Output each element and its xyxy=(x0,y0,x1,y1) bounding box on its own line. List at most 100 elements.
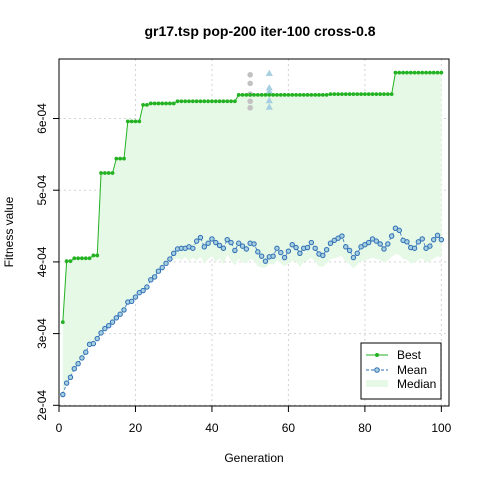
x-axis: 0 20 40 60 80 100 xyxy=(56,405,452,435)
best-point xyxy=(129,119,134,124)
best-point xyxy=(64,259,69,264)
mean-point xyxy=(243,246,250,252)
best-point xyxy=(198,99,203,104)
best-point xyxy=(405,70,409,75)
best-point xyxy=(297,92,302,97)
best-point xyxy=(424,70,428,75)
best-point xyxy=(167,101,172,106)
best-point xyxy=(328,92,333,97)
mean-point xyxy=(60,391,66,398)
best-point xyxy=(236,92,241,97)
legend-box xyxy=(360,342,442,400)
best-point xyxy=(355,92,360,97)
mean-point xyxy=(251,241,257,247)
legend-median-label: Median xyxy=(397,377,436,391)
best-point xyxy=(294,92,298,97)
best-point xyxy=(263,92,268,97)
mean-point xyxy=(144,284,150,290)
best-point xyxy=(76,256,81,261)
mean-point xyxy=(438,236,445,243)
mean-point xyxy=(270,253,276,259)
best-point xyxy=(110,171,115,175)
best-point xyxy=(412,70,417,75)
mean-point xyxy=(151,274,158,280)
mean-point xyxy=(71,366,77,372)
best-point xyxy=(229,99,233,104)
best-point xyxy=(420,70,425,75)
mean-point xyxy=(350,254,357,261)
best-point xyxy=(91,253,96,258)
best-point xyxy=(305,92,310,97)
mean-point xyxy=(216,242,223,249)
mean-point xyxy=(148,277,154,283)
mean-point xyxy=(121,307,127,313)
best-point xyxy=(206,99,211,104)
best-point xyxy=(401,70,406,75)
best-point xyxy=(202,99,207,104)
best-point xyxy=(221,99,226,104)
mean-point xyxy=(381,246,387,252)
x-tick-label: 80 xyxy=(358,421,372,435)
best-point xyxy=(259,92,264,97)
mean-point xyxy=(117,311,123,317)
x-axis-label: Generation xyxy=(224,451,283,465)
mean-point xyxy=(224,236,230,243)
mean-point xyxy=(163,260,169,267)
marker-triangle-6 xyxy=(265,84,273,91)
best-point xyxy=(179,99,184,104)
y-axis-label: Fitness value xyxy=(2,196,16,267)
best-point xyxy=(248,92,253,97)
best-point xyxy=(99,171,103,175)
mean-point xyxy=(132,294,139,300)
best-point xyxy=(332,92,337,97)
best-point xyxy=(267,92,272,97)
mean-point xyxy=(113,315,120,321)
marker-circle-0 xyxy=(247,71,253,78)
mean-point xyxy=(197,234,204,241)
mean-point xyxy=(419,236,425,242)
mean-point xyxy=(201,244,207,250)
mean-point xyxy=(278,249,284,256)
best-point xyxy=(301,92,306,97)
best-point xyxy=(175,99,180,104)
best-point xyxy=(80,256,84,261)
chart-title: gr17.tsp pop-200 iter-100 cross-0.8 xyxy=(144,23,375,39)
best-line xyxy=(62,72,442,323)
best-point xyxy=(95,253,100,258)
best-point xyxy=(141,102,146,107)
best-point xyxy=(309,92,314,97)
best-point xyxy=(435,70,440,75)
best-point xyxy=(362,92,367,97)
mean-point xyxy=(427,243,433,249)
marker-triangle-5 xyxy=(265,69,273,77)
best-point xyxy=(320,92,325,97)
mean-point xyxy=(339,233,345,239)
best-point xyxy=(347,92,352,97)
mean-point xyxy=(434,232,441,239)
mean-point xyxy=(79,355,85,361)
mean-point xyxy=(205,240,211,246)
mean-point xyxy=(255,249,261,255)
mean-point xyxy=(258,253,265,259)
best-point xyxy=(118,156,123,161)
x-tick-label: 100 xyxy=(431,421,451,435)
best-point xyxy=(164,101,168,106)
best-point xyxy=(213,99,218,104)
mean-point xyxy=(213,239,219,246)
mean-point xyxy=(228,239,234,246)
best-point xyxy=(431,70,436,75)
mean-point xyxy=(274,245,280,251)
best-point xyxy=(359,92,363,97)
best-point xyxy=(317,92,321,97)
mean-point xyxy=(239,243,246,249)
best-point xyxy=(190,99,195,104)
best-point xyxy=(351,92,356,97)
markers xyxy=(247,69,273,111)
best-point xyxy=(210,99,214,104)
y-tick-label: 2e-04 xyxy=(35,390,49,421)
mean-point xyxy=(220,245,227,251)
best-point xyxy=(72,256,77,261)
best-point xyxy=(408,70,413,75)
mean-point xyxy=(323,247,330,253)
best-point xyxy=(240,92,245,97)
